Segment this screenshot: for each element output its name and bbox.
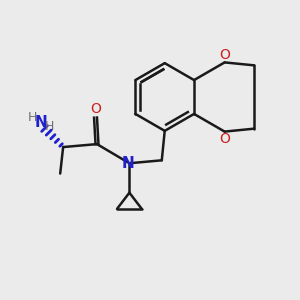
Text: H: H [28,110,37,124]
Text: N: N [122,156,134,171]
Text: O: O [90,102,101,116]
Text: O: O [219,132,230,146]
Text: H: H [45,120,55,133]
Text: O: O [219,48,230,62]
Text: N: N [35,115,47,130]
